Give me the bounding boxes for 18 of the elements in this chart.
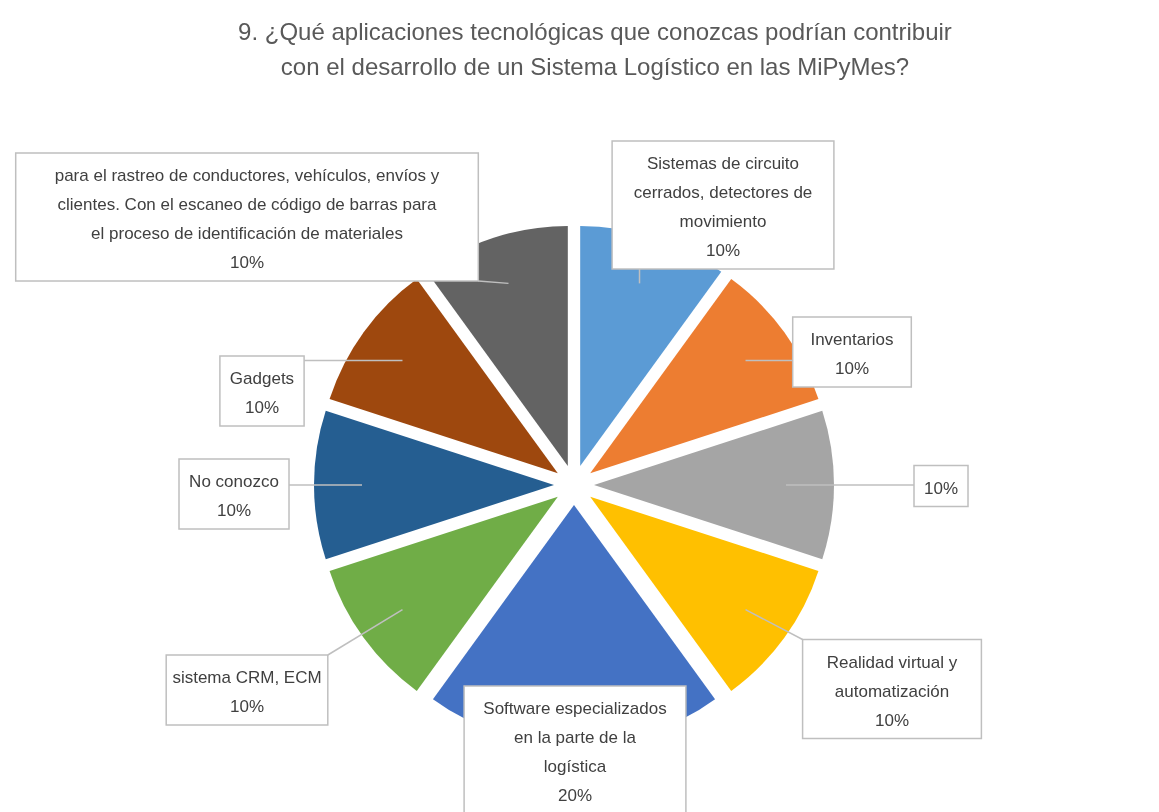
slice-label: Sistemas de circuito cerrados, detectores de movimiento (633, 154, 813, 231)
slice-label: Gadgets (229, 369, 295, 388)
data-label: 20% (557, 786, 593, 805)
data-label: 10% (923, 478, 959, 498)
slice-label: sistema CRM, ECM (172, 668, 322, 687)
data-label: 10% (244, 398, 280, 417)
data-label: 10% (229, 253, 265, 272)
slice-label: para el rastreo de conductores, vehículos, envíos y clientes. Con el escaneo de código de barras para el proceso de identificación de materiales (54, 166, 440, 243)
data-label: 10% (229, 697, 265, 716)
data-label: 10% (874, 710, 910, 730)
data-label: 10% (705, 241, 741, 260)
slice-label: Realidad virtual y automatización (826, 652, 958, 701)
slice-label: No conozco (189, 472, 279, 491)
chart-title: 9. ¿Qué aplicaciones tecnológicas que conozcas podrían contribuir con el desarrollo de un Sistema Logístico en las MiPyMes? (238, 18, 952, 80)
slice-label: Software especializados en la parte de la logística (483, 699, 667, 776)
slice-label: Inventarios (810, 330, 894, 349)
data-label: 10% (216, 501, 252, 520)
data-label: 10% (834, 359, 870, 378)
